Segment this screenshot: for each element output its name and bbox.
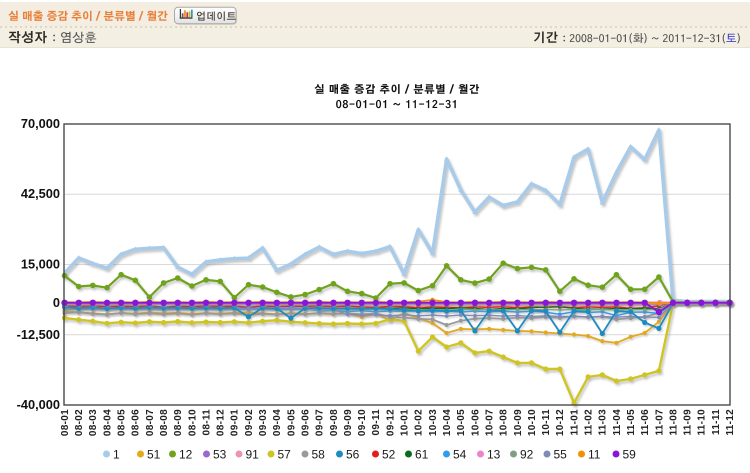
svg-text:08-11: 08-11 [201, 409, 212, 436]
svg-text:10-09: 10-09 [513, 409, 524, 436]
svg-text:09-02: 09-02 [244, 409, 255, 436]
svg-text:08-10: 08-10 [187, 409, 198, 436]
svg-text:08-07: 08-07 [145, 409, 156, 436]
svg-text:11-03: 11-03 [598, 409, 609, 436]
svg-text:54: 54 [453, 448, 467, 462]
svg-text:08-09: 08-09 [173, 409, 184, 436]
svg-text:10-05: 10-05 [456, 409, 467, 436]
svg-text:11-10: 11-10 [697, 409, 708, 436]
svg-text:0: 0 [53, 295, 60, 310]
svg-text:08-12: 08-12 [216, 409, 227, 436]
svg-text:10-02: 10-02 [414, 409, 425, 436]
svg-text:51: 51 [147, 448, 161, 462]
svg-text:10-04: 10-04 [442, 409, 453, 436]
svg-text:70,000: 70,000 [21, 116, 60, 131]
svg-text:08-08: 08-08 [159, 409, 170, 436]
svg-text:42,500: 42,500 [21, 186, 60, 201]
svg-text:91: 91 [246, 448, 260, 462]
svg-text:12: 12 [179, 448, 193, 462]
svg-text:10-12: 10-12 [555, 409, 566, 436]
svg-text:10-01: 10-01 [400, 409, 411, 436]
svg-text:09-04: 09-04 [272, 409, 283, 436]
svg-text:09-07: 09-07 [315, 409, 326, 436]
svg-text:55: 55 [554, 448, 568, 462]
svg-text:10-06: 10-06 [470, 409, 481, 436]
svg-text:09-03: 09-03 [258, 409, 269, 436]
svg-text:11-07: 11-07 [654, 409, 665, 436]
svg-text:11-06: 11-06 [640, 409, 651, 436]
svg-text:10-10: 10-10 [527, 409, 538, 436]
svg-text:10-08: 10-08 [499, 409, 510, 436]
svg-text:11-11: 11-11 [711, 409, 722, 435]
svg-text:11-08: 11-08 [668, 409, 679, 436]
svg-text:61: 61 [415, 448, 429, 462]
svg-text:09-09: 09-09 [343, 409, 354, 436]
svg-text:10-11: 10-11 [541, 409, 552, 436]
svg-text:09-01: 09-01 [230, 409, 241, 436]
svg-text:58: 58 [312, 448, 326, 462]
svg-text:08-01: 08-01 [60, 409, 71, 436]
svg-text:13: 13 [487, 448, 501, 462]
svg-text:08-03: 08-03 [88, 409, 99, 436]
svg-text:09-12: 09-12 [385, 409, 396, 436]
svg-text:11-04: 11-04 [612, 409, 623, 436]
svg-text:10-07: 10-07 [485, 409, 496, 436]
svg-text:56: 56 [346, 448, 360, 462]
svg-text:08-06: 08-06 [131, 409, 142, 436]
svg-text:52: 52 [382, 448, 396, 462]
svg-text:11-02: 11-02 [584, 409, 595, 436]
svg-text:10-03: 10-03 [428, 409, 439, 436]
svg-text:-40,000: -40,000 [17, 397, 60, 412]
svg-text:11: 11 [588, 448, 601, 462]
svg-text:09-10: 09-10 [357, 409, 368, 436]
svg-text:53: 53 [213, 448, 227, 462]
svg-text:1: 1 [113, 448, 120, 462]
svg-text:09-06: 09-06 [301, 409, 312, 436]
svg-text:15,000: 15,000 [21, 257, 60, 272]
svg-text:11-05: 11-05 [626, 409, 637, 436]
svg-text:59: 59 [623, 448, 637, 462]
svg-text:-12,500: -12,500 [17, 327, 60, 342]
svg-text:57: 57 [278, 448, 292, 462]
svg-text:09-08: 09-08 [329, 409, 340, 436]
svg-text:08-04: 08-04 [102, 409, 113, 436]
svg-text:08-02: 08-02 [74, 409, 85, 436]
svg-text:08-05: 08-05 [116, 409, 127, 436]
svg-text:09-05: 09-05 [286, 409, 297, 436]
svg-text:92: 92 [520, 448, 534, 462]
svg-text:11-12: 11-12 [725, 409, 736, 436]
svg-text:11-01: 11-01 [569, 409, 580, 436]
svg-text:09-11: 09-11 [371, 409, 382, 436]
svg-text:11-09: 11-09 [683, 409, 694, 436]
